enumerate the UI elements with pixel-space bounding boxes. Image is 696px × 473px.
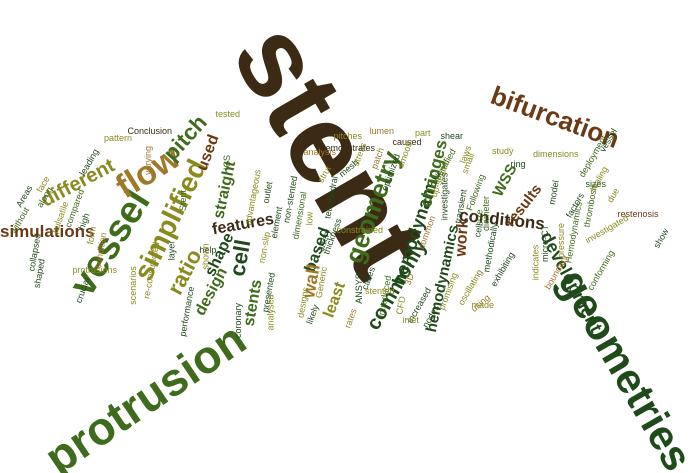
word-areas: Areas — [14, 183, 35, 209]
word-analysis: analysis — [303, 146, 337, 157]
word-coronary: coronary — [232, 302, 243, 338]
word-ansys: ANSYS — [353, 272, 364, 304]
word-scenarios: scenarios — [127, 265, 138, 305]
word-constrained: constrained — [336, 224, 384, 235]
word-3d: 3D — [402, 271, 416, 286]
word-protrusion: protrusion — [35, 312, 255, 473]
word-indicates: indicates — [530, 244, 541, 280]
word-conclusion: Conclusion — [127, 125, 173, 136]
word-micro-ct: micro-CT — [539, 224, 550, 262]
word-sizes: sizes — [585, 178, 607, 189]
word-pattern: pattern — [104, 132, 133, 143]
word-varying: varying — [142, 145, 153, 175]
word-rates: rates — [342, 306, 359, 329]
word-made: made — [471, 299, 495, 310]
word-scaling: scaling — [587, 164, 610, 194]
word-shown: shown — [200, 242, 211, 270]
word-tested: tested — [215, 108, 241, 119]
word-ring: ring — [510, 158, 526, 169]
word-layer: layer — [166, 240, 177, 260]
word-simulations: simulations — [0, 221, 95, 241]
word-stent-cap: Stent — [177, 189, 188, 211]
word-analysed: analysed — [265, 293, 276, 331]
word-study: study — [492, 145, 514, 156]
word-cell: cell — [223, 237, 255, 279]
word-model: model — [546, 178, 561, 205]
word-low: low — [304, 211, 315, 225]
word-outlet: outlet — [260, 180, 275, 204]
word-cfd: CFD — [393, 294, 407, 315]
word-protrusions: protrusions — [72, 264, 118, 275]
word-dimensions: dimensions — [533, 148, 579, 159]
word-pitches: pitches — [333, 130, 363, 141]
word-part: part — [415, 127, 431, 138]
word-help: help — [199, 244, 217, 255]
word-demonstrates: demonstrates — [320, 142, 376, 153]
word-shear: shear — [440, 130, 464, 141]
word-lumen: lumen — [369, 125, 395, 136]
word-show: show — [650, 226, 671, 250]
word-cell-small: cell — [472, 222, 485, 238]
word-ics: ICS — [221, 154, 232, 170]
word-restenosis: restenosis — [617, 208, 659, 219]
word-inlet: inlet — [402, 314, 420, 325]
word-stented: stented — [365, 285, 395, 296]
word-non-slip: non-slip — [256, 230, 272, 264]
word-likely: likely — [304, 302, 321, 325]
word-due: due — [604, 185, 621, 204]
word-caused: caused — [392, 136, 422, 147]
